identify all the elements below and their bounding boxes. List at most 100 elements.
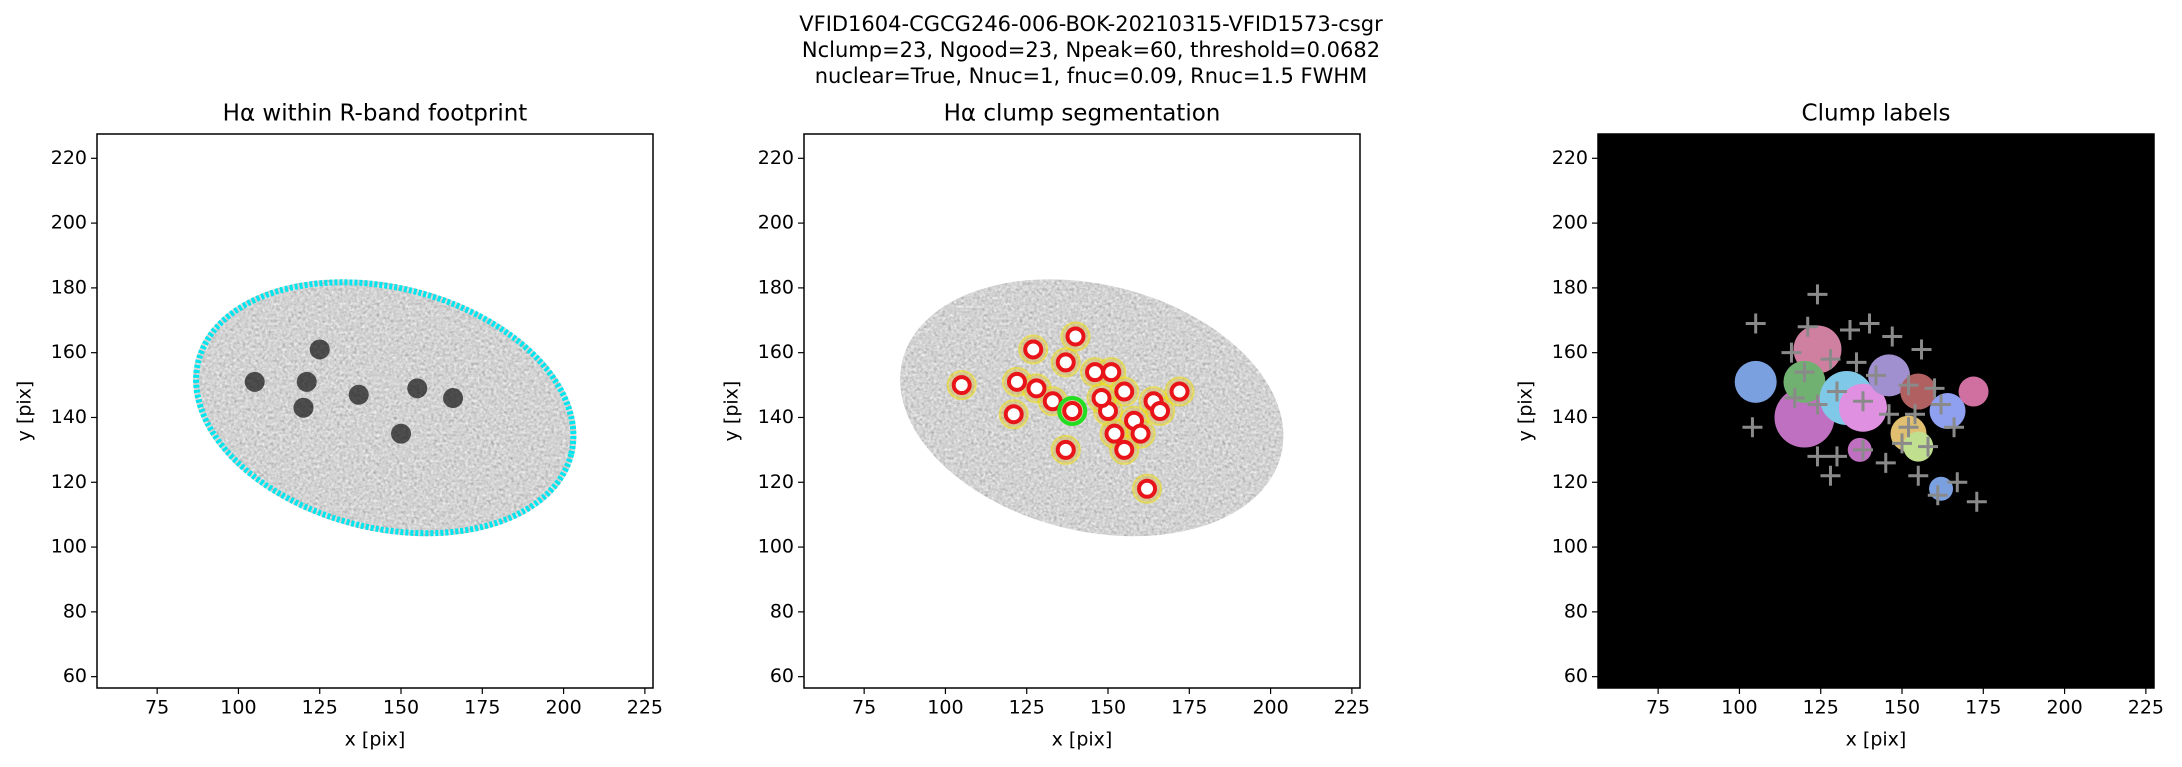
peak-marker [1745,313,1766,334]
clump-label [1774,387,1835,448]
peak-marker [1820,465,1841,486]
peak-marker [1794,362,1815,383]
x-tick-label: 200 [2046,697,2082,719]
peak-marker [1924,378,1945,399]
x-tick-label: 150 [1090,697,1126,719]
clump-marker [1055,352,1076,373]
axes-content [1598,134,2154,688]
y-tick-label: 120 [51,471,87,493]
x-tick-label: 200 [1252,697,1288,719]
footprint-outline [193,279,577,537]
y-tick-label: 100 [51,536,87,558]
x-tick-label: 75 [145,697,169,719]
peak-marker [1784,388,1805,409]
peak-marker [1807,284,1828,305]
y-tick-label: 200 [1552,212,1588,234]
peak-marker [1944,417,1965,438]
y-tick-label: 140 [758,406,794,428]
peak-marker [1947,472,1968,493]
peak-marker [1807,394,1828,415]
x-tick-label: 75 [1646,697,1670,719]
y-tick-label: 100 [758,536,794,558]
y-tick-label: 80 [63,600,87,622]
clump-marker [1023,339,1044,360]
y-tick-label: 220 [51,147,87,169]
clump-marker [1101,362,1122,383]
peak-marker [1820,349,1841,370]
x-axis-label: x [pix] [1052,729,1113,751]
clump-marker [1065,326,1086,347]
clump-marker [1130,423,1151,444]
axes-frame [1597,133,2155,689]
clump-marker [1091,388,1112,409]
y-tick-label: 120 [1552,471,1588,493]
peak-marker [1866,365,1886,386]
peak-marker [1875,452,1896,473]
dark-blob [348,384,369,405]
clump-marker [1055,439,1076,460]
peak-marker [1898,417,1919,438]
x-tick-label: 225 [1334,697,1370,719]
clump-marker [1114,381,1135,402]
dark-blob [296,371,317,392]
suptitle: nuclear=True, Nnuc=1, fnuc=0.09, Rnuc=1.… [815,64,1368,88]
y-tick-label: 180 [51,276,87,298]
y-tick-label: 60 [770,665,794,687]
dark-blob [443,388,464,409]
peak-marker [1859,313,1880,334]
clump-label [1900,373,1937,410]
y-tick-label: 180 [758,276,794,298]
y-tick-label: 160 [758,341,794,363]
x-tick-label: 100 [220,697,256,719]
y-tick-label: 160 [1552,341,1588,363]
clump-marker [1062,401,1083,421]
peak-marker [1742,417,1763,438]
peak-marker [1905,404,1926,425]
dark-blob [391,423,412,444]
x-tick-label: 200 [545,697,581,719]
x-tick-label: 125 [1803,697,1839,719]
clump-marker [1137,478,1158,499]
clump-marker [1085,362,1106,383]
peak-marker [1852,439,1873,460]
x-tick-label: 150 [1884,697,1920,719]
clump-marker [1104,423,1125,444]
peak-marker [1966,491,1987,512]
y-tick-label: 80 [1564,600,1588,622]
peak-marker [1839,320,1860,341]
y-tick-label: 180 [1552,276,1588,298]
nucleus-marker [1057,396,1088,426]
clump-marker [1026,378,1047,399]
y-tick-label: 200 [758,212,794,234]
peak-marker [1927,485,1948,506]
peak-marker [1908,465,1929,486]
x-tick-label: 175 [1171,697,1207,719]
axes-title: Hα clump segmentation [944,101,1221,127]
y-tick-label: 60 [1564,665,1588,687]
y-tick-label: 80 [770,600,794,622]
dark-blob [293,397,314,418]
x-tick-label: 175 [1965,697,2001,719]
clump-label [1734,360,1777,403]
x-tick-label: 225 [627,697,663,719]
peak-marker [1898,375,1919,396]
x-axis-label: x [pix] [1846,729,1907,751]
clump-marker [1003,404,1024,425]
clump-marker [1042,391,1063,412]
peak-marker [1852,391,1873,412]
y-axis-label: y [pix] [1515,381,1537,442]
axes-content [97,134,653,688]
suptitle: VFID1604-CGCG246-006-BOK-20210315-VFID15… [799,12,1383,36]
y-tick-label: 140 [1552,406,1588,428]
y-tick-label: 100 [1552,536,1588,558]
y-tick-label: 60 [63,665,87,687]
x-tick-label: 125 [302,697,338,719]
y-tick-label: 160 [51,341,87,363]
x-tick-label: 175 [464,697,500,719]
axes-content [804,134,1360,688]
clump-marker [1114,439,1135,460]
peak-marker [1846,352,1867,373]
peak-marker [1807,446,1828,467]
clump-label [1929,476,1954,501]
